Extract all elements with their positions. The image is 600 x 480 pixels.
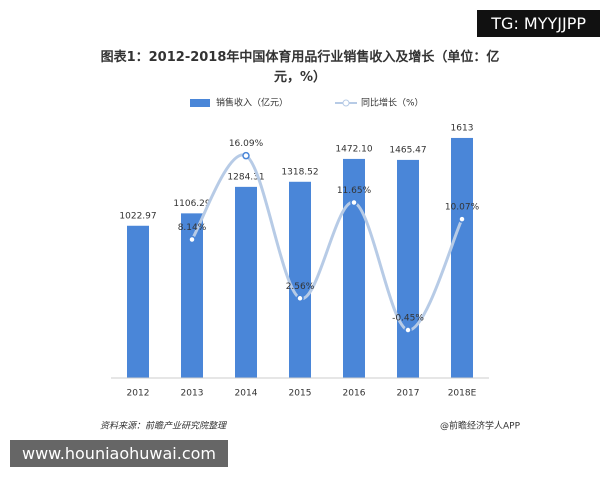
x-tick-label: 2014 bbox=[235, 389, 258, 399]
x-tick-label: 2018E bbox=[448, 389, 477, 399]
x-tick-label: 2012 bbox=[127, 389, 150, 399]
line-marker bbox=[188, 235, 196, 244]
credit: @前瞻经济学人APP bbox=[440, 420, 521, 432]
watermark: www.houniaohuwai.com bbox=[10, 440, 228, 467]
x-tick-label: 2017 bbox=[397, 389, 420, 399]
legend-label: 销售收入（亿元） bbox=[216, 97, 288, 109]
x-tick-label: 2015 bbox=[289, 389, 312, 399]
line-label: 10.07% bbox=[445, 203, 480, 213]
bar-label: 1284.31 bbox=[227, 172, 264, 182]
line-marker bbox=[242, 151, 250, 160]
line-marker bbox=[296, 294, 304, 303]
legend-marker bbox=[342, 99, 350, 107]
line-label: -0.45% bbox=[392, 314, 424, 324]
line bbox=[190, 153, 464, 332]
legend-swatch bbox=[190, 99, 210, 107]
line-marker bbox=[458, 215, 466, 223]
bar bbox=[127, 225, 149, 378]
legend-label: 同比增长（%） bbox=[361, 97, 424, 109]
bar-label: 1613 bbox=[451, 123, 474, 133]
bar bbox=[451, 137, 473, 378]
bar-label: 1465.47 bbox=[389, 145, 426, 155]
line-marker bbox=[404, 326, 412, 334]
line-marker bbox=[350, 198, 358, 207]
bar-label: 1318.52 bbox=[281, 167, 318, 177]
bar bbox=[235, 186, 257, 378]
line-label: 11.65% bbox=[337, 186, 372, 196]
line-label: 16.09% bbox=[229, 139, 264, 149]
bar-label: 1022.97 bbox=[119, 211, 156, 221]
x-tick-label: 2016 bbox=[343, 389, 366, 399]
line-label: 8.14% bbox=[178, 223, 207, 233]
watermark: TG: MYYJJPP bbox=[477, 10, 600, 37]
bar bbox=[181, 213, 203, 378]
bar-label: 1106.29 bbox=[173, 199, 210, 209]
x-tick-label: 2013 bbox=[181, 389, 204, 399]
line-label: 2.56% bbox=[286, 282, 315, 292]
bar-label: 1472.10 bbox=[335, 144, 372, 154]
bar bbox=[397, 159, 419, 378]
source: 资料来源：前瞻产业研究院整理 bbox=[100, 421, 228, 432]
bar bbox=[289, 181, 311, 378]
chart-title: 图表1：2012-2018年中国体育用品行业销售收入及增长（单位：亿元，%） bbox=[100, 50, 500, 85]
bar bbox=[343, 158, 365, 378]
